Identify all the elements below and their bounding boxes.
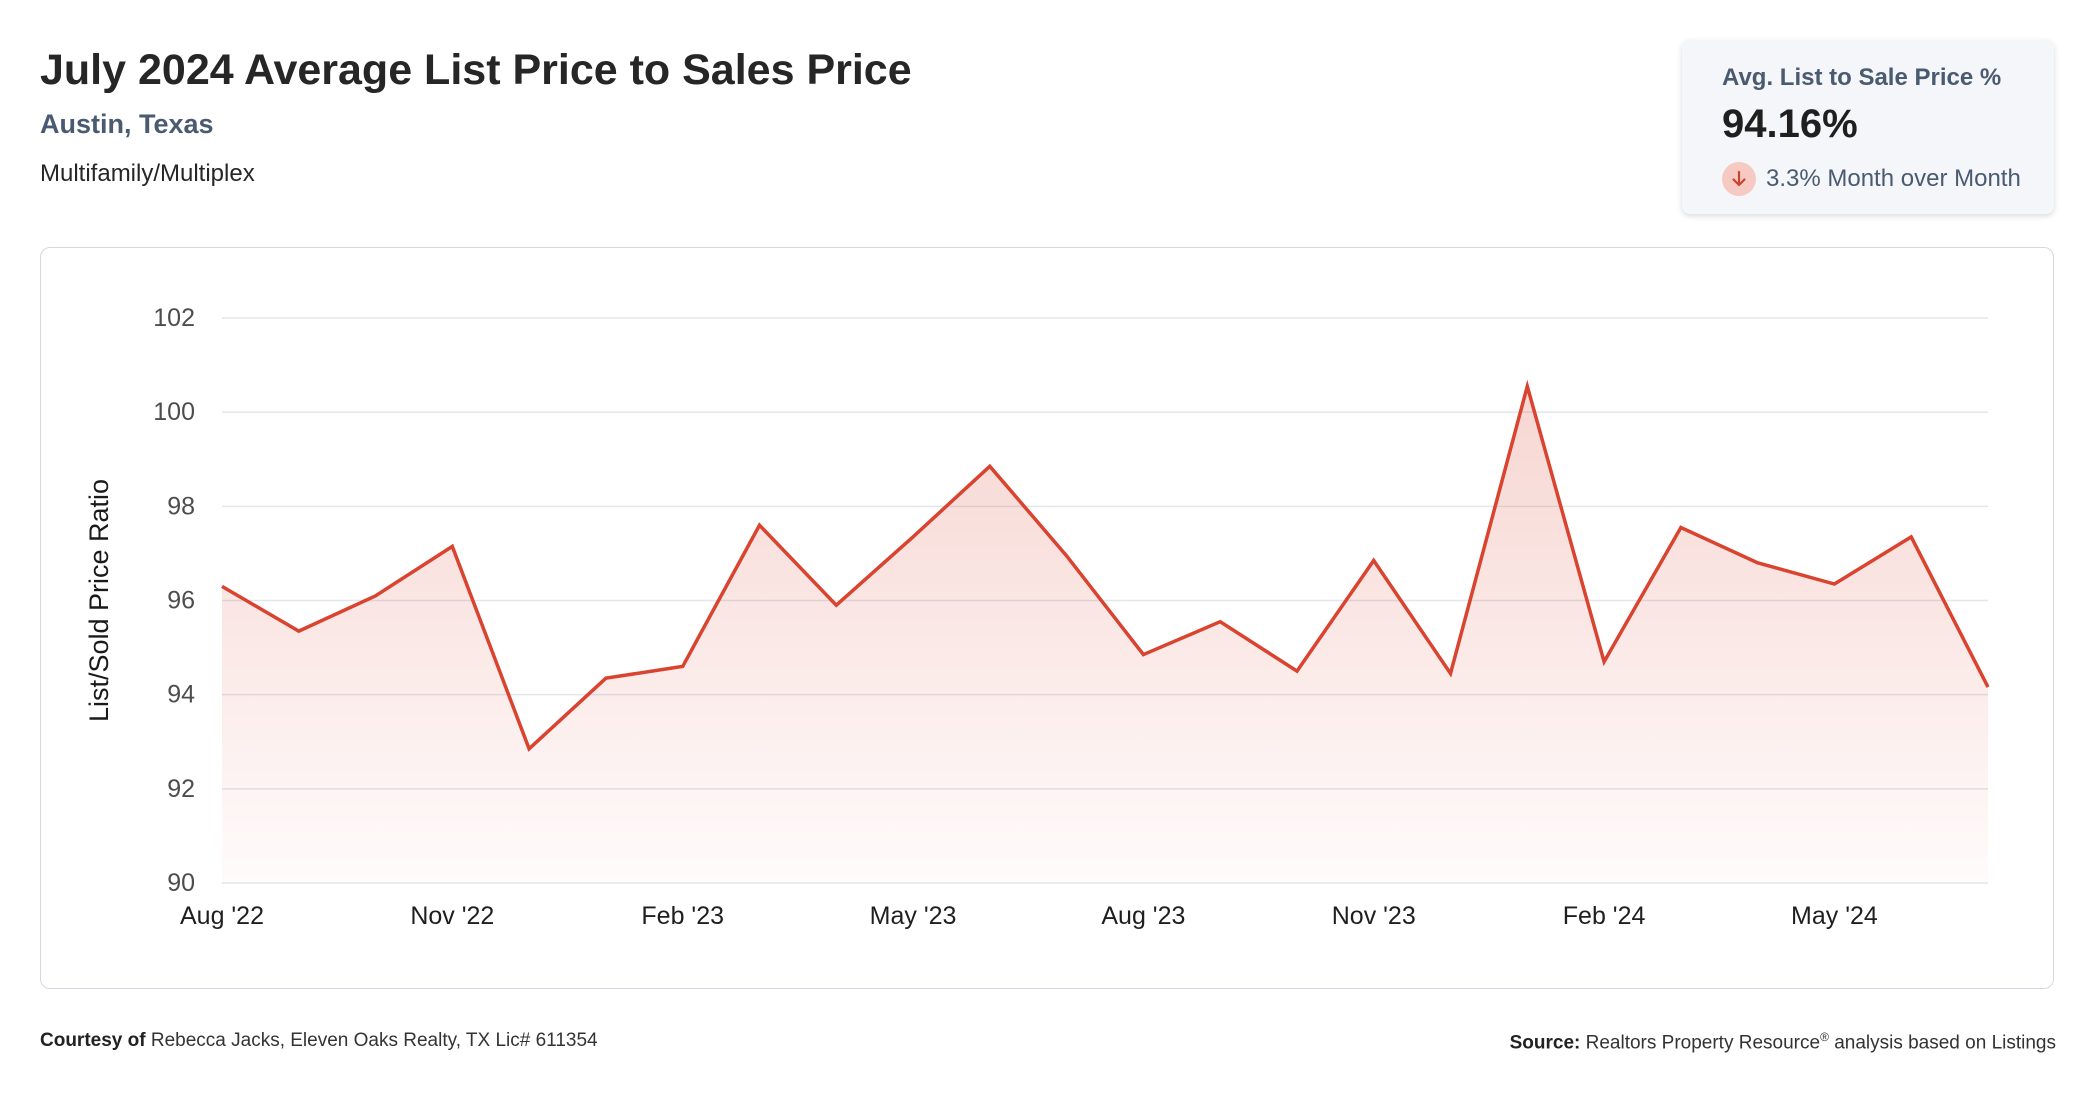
data-point xyxy=(1295,669,1299,673)
x-tick-label: Nov '22 xyxy=(410,902,494,930)
arrow-down-icon xyxy=(1722,162,1756,196)
series-line xyxy=(221,379,1990,752)
property-type: Multifamily/Multiplex xyxy=(40,160,255,187)
series-area xyxy=(222,386,1988,883)
page-title: July 2024 Average List Price to Sales Pr… xyxy=(40,46,912,94)
data-point xyxy=(1909,535,1913,539)
data-point xyxy=(527,747,531,751)
courtesy-note: Courtesy of Rebecca Jacks, Eleven Oaks R… xyxy=(40,1030,598,1052)
source-label: Source: xyxy=(1509,1032,1581,1054)
stat-value: 94.16% xyxy=(1722,102,1858,146)
data-point xyxy=(1756,561,1760,565)
stat-label: Avg. List to Sale Price % xyxy=(1722,64,2002,91)
x-tick-label: Feb '23 xyxy=(641,902,724,930)
x-tick-label: May '23 xyxy=(870,902,957,930)
stat-card: Avg. List to Sale Price % 94.16% 3.3% Mo… xyxy=(1682,40,2054,214)
data-point xyxy=(1602,660,1606,664)
y-axis-label: List/Sold Price Ratio xyxy=(84,479,114,722)
data-point xyxy=(1141,653,1145,657)
data-point xyxy=(1679,526,1683,530)
y-tick-label: 92 xyxy=(167,775,195,803)
stat-change-text: 3.3% Month over Month xyxy=(1766,165,2021,192)
location-subtitle: Austin, Texas xyxy=(40,109,214,139)
data-point xyxy=(374,594,378,598)
x-tick-label: Aug '23 xyxy=(1101,902,1185,930)
x-tick-label: Aug '22 xyxy=(180,902,264,930)
data-point xyxy=(220,584,224,588)
x-tick-label: Nov '23 xyxy=(1332,902,1416,930)
x-tick-label: May '24 xyxy=(1791,902,1878,930)
data-point xyxy=(1372,559,1376,563)
data-point xyxy=(1065,554,1069,558)
source-note: Source: Realtors Property Resource® anal… xyxy=(1510,1030,2056,1054)
courtesy-text: Rebecca Jacks, Eleven Oaks Realty, TX Li… xyxy=(150,1030,598,1051)
data-point xyxy=(1218,620,1222,624)
courtesy-label: Courtesy of xyxy=(40,1030,146,1051)
y-tick-label: 94 xyxy=(167,681,195,709)
data-point xyxy=(758,523,762,527)
y-tick-label: 102 xyxy=(153,304,195,332)
stat-change: 3.3% Month over Month xyxy=(1722,162,2021,196)
data-point xyxy=(834,603,838,607)
source-suffix: analysis based on Listings xyxy=(1834,1032,2056,1054)
data-point xyxy=(1449,672,1453,676)
data-point xyxy=(1986,685,1990,689)
data-point xyxy=(681,664,685,668)
data-point xyxy=(1832,582,1836,586)
data-point xyxy=(297,629,301,633)
data-point xyxy=(604,676,608,680)
y-tick-label: 90 xyxy=(167,869,195,897)
x-tick-label: Feb '24 xyxy=(1563,902,1646,930)
y-tick-label: 96 xyxy=(167,587,195,615)
data-point xyxy=(1525,384,1529,388)
y-tick-label: 100 xyxy=(153,398,195,426)
registered-mark: ® xyxy=(1820,1030,1829,1044)
data-point xyxy=(988,464,992,468)
list-to-sale-chart: 102 100 98 96 94 92 90 List/Sold Price Ratio Aug… xyxy=(84,304,1990,930)
chart-card: 102 100 98 96 94 92 90 List/Sold Price Ratio Aug… xyxy=(40,247,2054,989)
y-tick-label: 98 xyxy=(167,492,195,520)
source-text: Realtors Property Resource xyxy=(1585,1032,1821,1054)
data-point xyxy=(911,535,915,539)
data-point xyxy=(450,544,454,548)
